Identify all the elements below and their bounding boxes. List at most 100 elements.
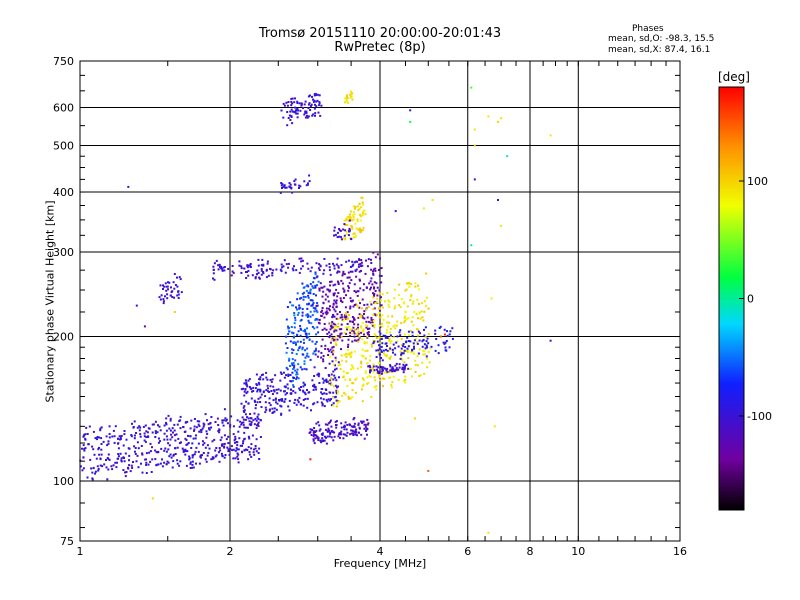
data-point (216, 417, 219, 420)
data-point (398, 304, 401, 307)
data-point (362, 328, 365, 331)
data-point (223, 434, 226, 437)
data-point (323, 323, 326, 325)
data-point (333, 323, 336, 326)
data-point (411, 316, 414, 319)
data-point (325, 392, 328, 395)
data-point (161, 458, 163, 461)
data-point (351, 219, 354, 222)
data-point (340, 359, 343, 362)
data-point (332, 262, 334, 265)
data-point (316, 99, 319, 102)
data-point (312, 431, 315, 434)
data-point (324, 435, 326, 438)
data-point (402, 363, 405, 366)
data-point (195, 434, 197, 437)
data-point (351, 316, 354, 318)
data-point (289, 365, 291, 367)
data-point (91, 471, 94, 474)
data-point (376, 370, 379, 373)
data-point (373, 307, 376, 310)
data-point (274, 374, 277, 377)
data-points (79, 86, 552, 534)
data-point (250, 443, 253, 446)
data-point (321, 328, 324, 331)
data-point (130, 464, 133, 467)
data-point (304, 116, 307, 119)
data-point (336, 295, 339, 298)
data-point (357, 323, 360, 326)
data-point (312, 293, 315, 295)
data-point (259, 436, 262, 438)
data-point (313, 107, 316, 110)
data-point (84, 438, 87, 441)
data-point (225, 418, 228, 421)
data-point (352, 317, 355, 320)
data-point (354, 378, 357, 381)
data-point (167, 448, 170, 451)
data-point (389, 342, 392, 345)
data-point (227, 435, 230, 438)
data-point (257, 388, 259, 391)
colorbar-unit-label: [deg] (718, 70, 750, 84)
data-point (305, 284, 308, 287)
data-point (238, 264, 241, 267)
data-point (317, 331, 320, 334)
data-point (255, 450, 258, 453)
data-point (217, 430, 220, 433)
data-point (325, 381, 328, 383)
data-point (349, 433, 352, 436)
data-point (380, 357, 383, 359)
data-point (363, 304, 366, 306)
data-point (332, 294, 335, 297)
data-point (340, 323, 343, 326)
data-point (291, 122, 294, 125)
data-point (357, 422, 360, 425)
data-point (297, 377, 300, 380)
data-point (438, 327, 441, 329)
data-point (339, 297, 342, 300)
x-tick-label: 2 (227, 545, 234, 558)
data-point (100, 437, 103, 440)
data-point (248, 453, 251, 456)
data-point (368, 282, 371, 285)
data-point (342, 376, 345, 379)
data-point (426, 337, 429, 340)
data-point (431, 199, 434, 201)
data-point (367, 382, 370, 384)
data-point (124, 475, 127, 478)
data-point (186, 420, 189, 423)
data-point (291, 364, 294, 367)
data-point (359, 302, 361, 305)
data-point (380, 296, 382, 299)
data-point (283, 104, 286, 107)
data-point (259, 378, 262, 381)
data-point (337, 282, 340, 284)
data-point (382, 352, 385, 355)
data-point (247, 458, 250, 461)
data-point (262, 373, 264, 376)
data-point (300, 296, 303, 299)
data-point (329, 432, 332, 435)
data-point (294, 341, 297, 344)
data-point (333, 337, 336, 339)
data-point (313, 94, 316, 97)
data-point (262, 272, 265, 275)
data-point (243, 431, 246, 434)
data-point (315, 341, 318, 343)
data-point (295, 373, 298, 376)
data-point (332, 404, 335, 407)
data-point (297, 363, 300, 366)
data-point (128, 464, 131, 467)
data-point (275, 268, 278, 271)
data-point (298, 184, 301, 187)
data-point (400, 322, 403, 325)
data-point (323, 258, 326, 260)
data-point (304, 112, 307, 114)
data-point (378, 307, 381, 310)
data-point (362, 203, 365, 206)
data-point (130, 434, 133, 436)
data-point (344, 97, 347, 100)
data-point (299, 403, 302, 406)
